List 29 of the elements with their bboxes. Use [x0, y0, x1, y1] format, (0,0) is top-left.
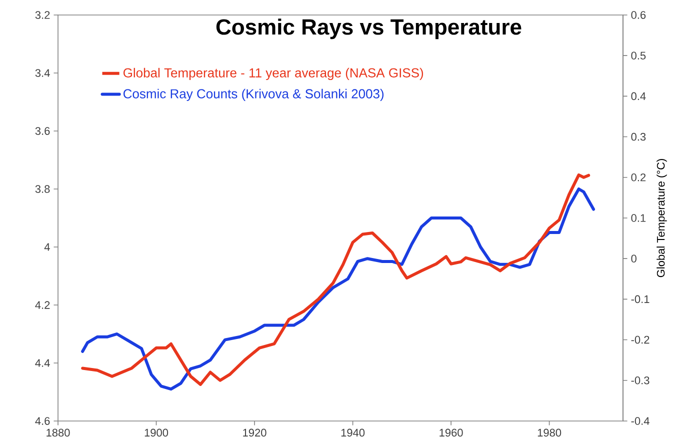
y2-tick-label: 0.4: [631, 92, 646, 100]
y2-tick-label: 0.5: [631, 52, 646, 60]
y2-tick-label: 0.6: [631, 11, 646, 19]
y2-tick-label: -0.4: [631, 417, 650, 425]
y2-tick-label: -0.1: [631, 295, 650, 304]
y2-tick-label: 0.2: [631, 174, 646, 182]
chart-title: Cosmic Rays vs Temperature: [216, 18, 522, 40]
y2-tick-label: 0.1: [631, 214, 646, 222]
y-tick-label: 4.2: [35, 301, 50, 309]
y2-tick-label: -0.3: [631, 376, 650, 384]
y-tick-label: 4: [44, 243, 50, 251]
y2-tick-label: 0.3: [631, 132, 646, 141]
y-tick-label: 3.8: [35, 185, 50, 193]
y-tick-label: 3.6: [35, 127, 50, 135]
y-tick-label: 4.6: [35, 417, 50, 425]
y-tick-label: 3.4: [35, 69, 50, 77]
x-tick-label: 1920: [243, 428, 266, 437]
x-tick-label: 1980: [538, 428, 562, 437]
x-tick-label: 1940: [341, 428, 365, 437]
x-tick-label: 1880: [46, 428, 70, 437]
x-tick-label: 1960: [440, 428, 463, 437]
legend-label: Global Temperature - 11 year average (NASA GISS): [123, 68, 424, 80]
legend-label: Cosmic Ray Counts (Krivova & Solanki 2003): [123, 88, 384, 101]
y2-axis-title: Global Temperature (°C): [656, 159, 667, 278]
x-tick-label: 1900: [144, 428, 168, 437]
y2-tick-label: 0: [631, 254, 636, 262]
y-tick-label: 3.2: [35, 11, 50, 19]
y-tick-label: 4.4: [35, 359, 50, 367]
y2-tick-label: -0.2: [631, 336, 650, 344]
